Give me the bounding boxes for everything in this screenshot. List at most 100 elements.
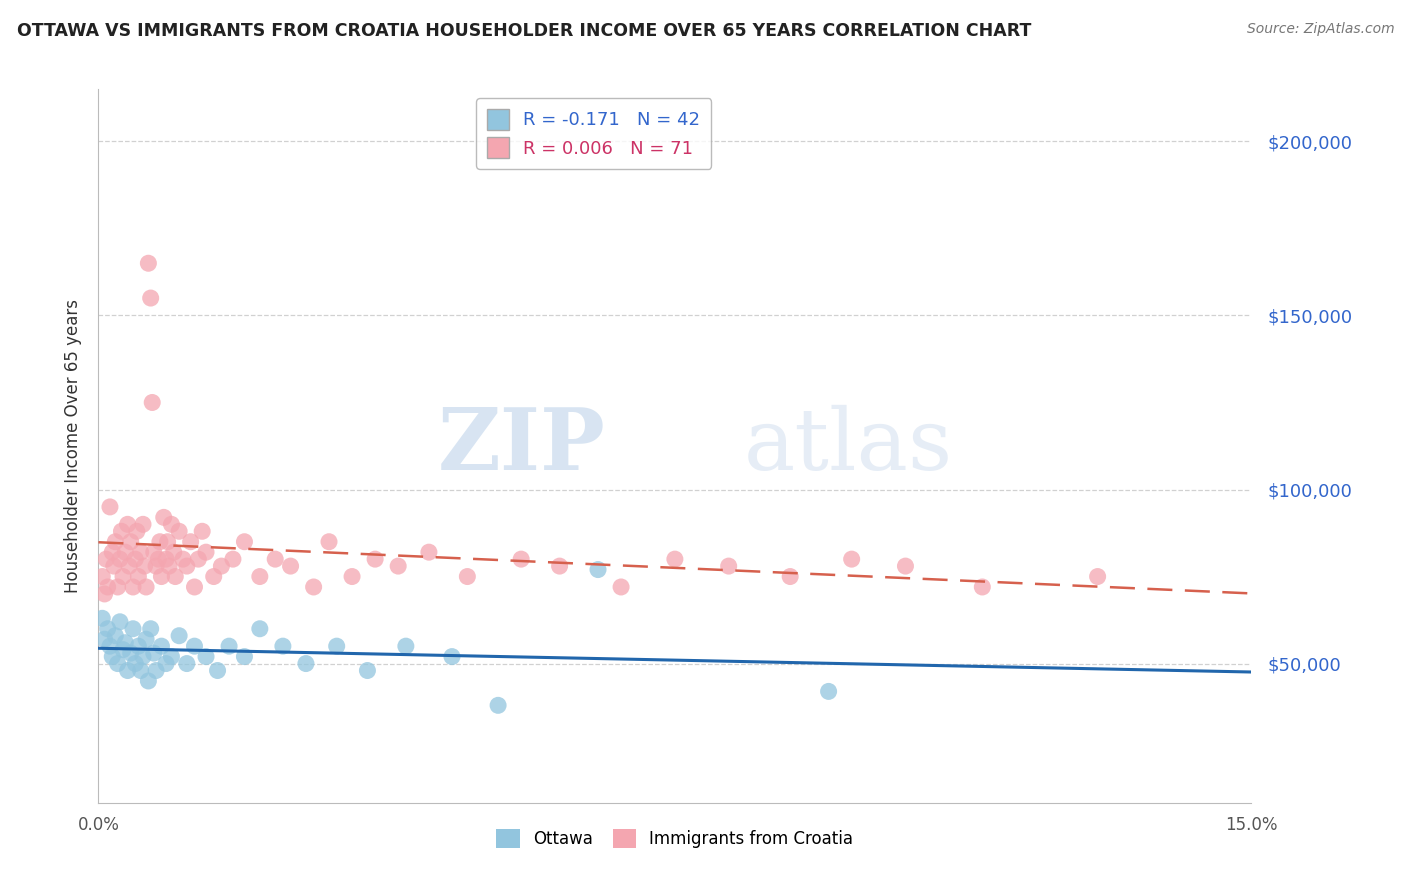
Point <box>97 580 120 594</box>
Point <box>440 649 463 664</box>
Point <box>142 545 165 559</box>
Point <box>395 639 418 653</box>
Point <box>817 684 839 698</box>
Legend: Ottawa, Immigrants from Croatia: Ottawa, Immigrants from Croatia <box>489 822 860 855</box>
Point <box>155 657 177 671</box>
Point <box>122 622 145 636</box>
Point <box>387 559 409 574</box>
Point <box>264 552 287 566</box>
Point <box>124 657 146 671</box>
Point <box>167 524 190 539</box>
Point <box>160 517 183 532</box>
Point <box>107 580 129 594</box>
Point <box>127 639 149 653</box>
Point <box>132 649 155 664</box>
Point <box>108 615 131 629</box>
Point <box>117 517 139 532</box>
Point <box>318 534 340 549</box>
Point <box>418 545 440 559</box>
Point <box>125 524 148 539</box>
Point <box>150 569 173 583</box>
Point <box>150 639 173 653</box>
Point <box>152 510 174 524</box>
Point <box>364 552 387 566</box>
Point <box>134 559 156 574</box>
Point <box>233 649 256 664</box>
Point <box>98 639 121 653</box>
Point <box>187 552 209 566</box>
Point <box>586 563 609 577</box>
Y-axis label: Householder Income Over 65 years: Householder Income Over 65 years <box>63 299 82 593</box>
Point <box>222 552 245 566</box>
Point <box>108 552 131 566</box>
Point <box>114 635 136 649</box>
Point <box>160 649 183 664</box>
Point <box>841 552 863 566</box>
Point <box>138 256 160 270</box>
Point <box>149 534 172 549</box>
Point <box>202 569 225 583</box>
Point <box>180 534 202 549</box>
Point <box>142 646 165 660</box>
Point <box>1087 569 1109 583</box>
Point <box>165 569 187 583</box>
Point <box>183 639 205 653</box>
Point <box>233 534 256 549</box>
Point <box>135 632 157 647</box>
Point <box>110 524 132 539</box>
Point <box>101 545 124 559</box>
Point <box>664 552 686 566</box>
Point <box>207 664 229 678</box>
Point <box>218 639 240 653</box>
Point <box>156 534 179 549</box>
Text: atlas: atlas <box>744 404 953 488</box>
Point <box>94 552 117 566</box>
Point <box>138 673 160 688</box>
Point <box>356 664 378 678</box>
Point <box>118 559 141 574</box>
Point <box>172 552 194 566</box>
Point <box>91 569 114 583</box>
Point <box>93 632 115 647</box>
Point <box>91 611 114 625</box>
Point <box>107 657 129 671</box>
Point <box>148 552 170 566</box>
Point <box>145 664 167 678</box>
Point <box>129 545 152 559</box>
Text: Source: ZipAtlas.com: Source: ZipAtlas.com <box>1247 22 1395 37</box>
Point <box>120 534 142 549</box>
Point <box>325 639 347 653</box>
Point <box>103 559 125 574</box>
Point <box>302 580 325 594</box>
Point <box>972 580 994 594</box>
Point <box>717 559 740 574</box>
Point <box>120 646 142 660</box>
Point <box>167 629 190 643</box>
Point <box>93 587 115 601</box>
Point <box>195 545 218 559</box>
Point <box>209 559 232 574</box>
Point <box>127 569 149 583</box>
Point <box>157 559 180 574</box>
Point <box>98 500 121 514</box>
Text: ZIP: ZIP <box>437 404 606 488</box>
Point <box>122 580 145 594</box>
Point <box>340 569 363 583</box>
Point <box>249 569 271 583</box>
Point <box>155 552 177 566</box>
Point <box>486 698 509 713</box>
Point <box>114 545 136 559</box>
Point <box>894 559 917 574</box>
Point <box>176 559 198 574</box>
Point <box>176 657 198 671</box>
Point <box>280 559 302 574</box>
Point <box>104 629 127 643</box>
Point <box>510 552 533 566</box>
Point <box>139 622 162 636</box>
Point <box>271 639 294 653</box>
Point <box>141 395 163 409</box>
Point <box>111 569 134 583</box>
Point <box>548 559 571 574</box>
Point <box>139 291 162 305</box>
Point <box>456 569 478 583</box>
